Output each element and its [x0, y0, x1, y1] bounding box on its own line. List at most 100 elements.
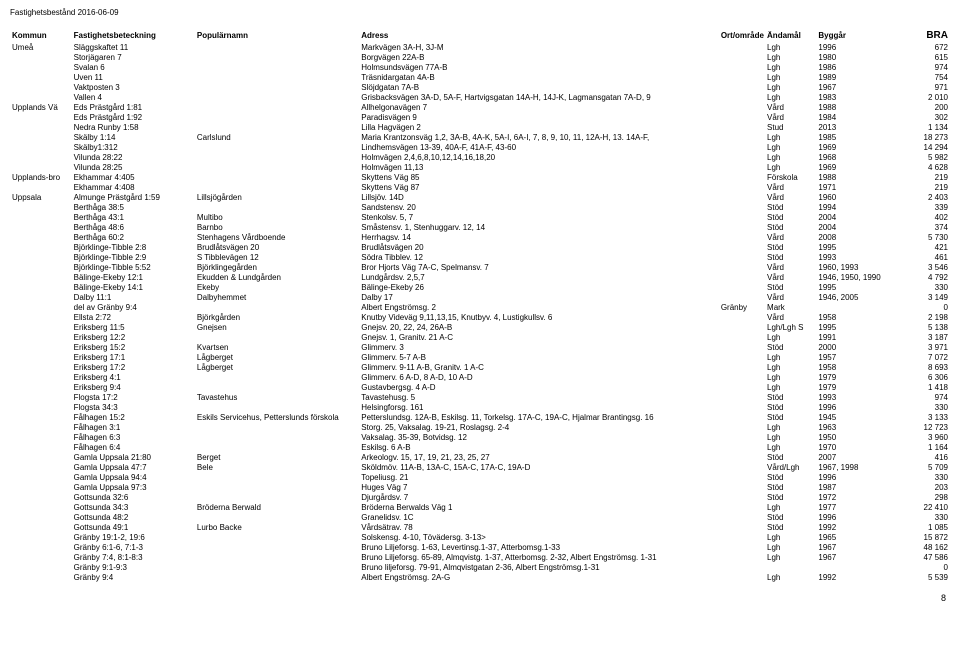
cell-ort — [719, 293, 765, 303]
property-table: Kommun Fastighetsbeteckning Populärnamn … — [10, 29, 950, 583]
cell-ort — [719, 473, 765, 483]
cell-byggar: 1960 — [816, 193, 898, 203]
cell-kommun — [10, 203, 72, 213]
cell-bra: 4 792 — [899, 273, 950, 283]
table-row: Nedra Runby 1:58Lilla Hagvägen 2Stud2013… — [10, 123, 950, 133]
table-row: Flogsta 34:3Helsingforsg. 161Stöd1996330 — [10, 403, 950, 413]
table-row: Eriksberg 11:5GnejsenGnejsv. 20, 22, 24,… — [10, 323, 950, 333]
cell-andamal: Stöd — [765, 343, 816, 353]
cell-byggar: 1988 — [816, 103, 898, 113]
cell-kommun — [10, 153, 72, 163]
cell-ort — [719, 53, 765, 63]
cell-adress: Bruno liljeforsg. 79-91, Almqvistgatan 2… — [359, 563, 719, 573]
cell-kommun — [10, 413, 72, 423]
cell-ort — [719, 533, 765, 543]
cell-popular: Barnbo — [195, 223, 359, 233]
cell-bra: 14 294 — [899, 143, 950, 153]
cell-popular — [195, 373, 359, 383]
cell-fast: Eriksberg 12:2 — [72, 333, 195, 343]
cell-byggar: 1946, 1950, 1990 — [816, 273, 898, 283]
cell-byggar — [816, 563, 898, 573]
cell-fast: Gottsunda 48:2 — [72, 513, 195, 523]
cell-kommun — [10, 263, 72, 273]
cell-kommun — [10, 93, 72, 103]
table-row: Fålhagen 6:4Eskilsg. 6 A-BLgh19701 164 — [10, 443, 950, 453]
cell-bra: 4 628 — [899, 163, 950, 173]
cell-andamal: Stöd — [765, 253, 816, 263]
cell-adress: Albert Engströmsg. 2 — [359, 303, 719, 313]
cell-ort — [719, 263, 765, 273]
cell-fast: Ellsta 2:72 — [72, 313, 195, 323]
cell-ort — [719, 553, 765, 563]
cell-fast: Gränby 9:1-9:3 — [72, 563, 195, 573]
cell-ort — [719, 253, 765, 263]
cell-andamal: Stöd — [765, 393, 816, 403]
cell-bra: 974 — [899, 393, 950, 403]
cell-kommun — [10, 133, 72, 143]
cell-fast: Dalby 11:1 — [72, 293, 195, 303]
cell-adress: Gnejsv. 20, 22, 24, 26A-B — [359, 323, 719, 333]
col-bra: BRA — [899, 29, 950, 43]
cell-ort — [719, 443, 765, 453]
cell-andamal: Lgh — [765, 83, 816, 93]
cell-kommun — [10, 533, 72, 543]
cell-byggar: 1960, 1993 — [816, 263, 898, 273]
cell-andamal: Vård — [765, 313, 816, 323]
cell-fast: Svalan 6 — [72, 63, 195, 73]
cell-adress: Tavastehusg. 5 — [359, 393, 719, 403]
table-row: Ekhammar 4:408Skyttens Väg 87Vård1971219 — [10, 183, 950, 193]
cell-andamal: Vård — [765, 193, 816, 203]
cell-ort — [719, 73, 765, 83]
cell-byggar: 1967, 1998 — [816, 463, 898, 473]
cell-andamal: Vård — [765, 273, 816, 283]
cell-adress: Bror Hjorts Väg 7A-C, Spelmansv. 7 — [359, 263, 719, 273]
cell-popular — [195, 143, 359, 153]
col-fast: Fastighetsbeteckning — [72, 29, 195, 43]
cell-andamal: Lgh — [765, 423, 816, 433]
cell-ort — [719, 563, 765, 573]
cell-fast: Ekhammar 4:405 — [72, 173, 195, 183]
cell-adress: Skyttens Väg 85 — [359, 173, 719, 183]
cell-andamal: Stöd — [765, 473, 816, 483]
table-row: Gamla Uppsala 94:4Topeliusg. 21Stöd19963… — [10, 473, 950, 483]
cell-byggar: 1967 — [816, 83, 898, 93]
cell-byggar: 1946, 2005 — [816, 293, 898, 303]
cell-fast: Vilunda 28:22 — [72, 153, 195, 163]
cell-fast: Vallen 4 — [72, 93, 195, 103]
table-row: Svalan 6Holmsundsvägen 77A-BLgh1986974 — [10, 63, 950, 73]
cell-bra: 18 273 — [899, 133, 950, 143]
cell-ort — [719, 173, 765, 183]
cell-byggar: 1968 — [816, 153, 898, 163]
cell-andamal: Lgh — [765, 363, 816, 373]
cell-ort — [719, 423, 765, 433]
cell-popular — [195, 123, 359, 133]
cell-bra: 5 138 — [899, 323, 950, 333]
col-andamal: Ändamål — [765, 29, 816, 43]
cell-bra: 219 — [899, 173, 950, 183]
col-ort: Ort/område — [719, 29, 765, 43]
cell-popular — [195, 113, 359, 123]
cell-ort — [719, 123, 765, 133]
cell-popular — [195, 483, 359, 493]
cell-bra: 5 709 — [899, 463, 950, 473]
cell-ort — [719, 373, 765, 383]
cell-adress: Holmvägen 11,13 — [359, 163, 719, 173]
cell-byggar: 1970 — [816, 443, 898, 453]
cell-popular — [195, 203, 359, 213]
cell-ort — [719, 183, 765, 193]
cell-ort — [719, 413, 765, 423]
cell-ort — [719, 163, 765, 173]
cell-adress: Solskensg. 4-10, Tövädersg. 3-13> — [359, 533, 719, 543]
table-row: Bälinge-Ekeby 14:1EkebyBälinge-Ekeby 26S… — [10, 283, 950, 293]
cell-adress: Albert Engströmsg. 2A-G — [359, 573, 719, 583]
cell-ort — [719, 353, 765, 363]
cell-popular — [195, 403, 359, 413]
cell-byggar: 1993 — [816, 393, 898, 403]
table-row: Fålhagen 6:3Vaksalag. 35-39, Botvidsg. 1… — [10, 433, 950, 443]
cell-ort — [719, 543, 765, 553]
cell-adress: Holmvägen 2,4,6,8,10,12,14,16,18,20 — [359, 153, 719, 163]
cell-fast: Eriksberg 9:4 — [72, 383, 195, 393]
cell-bra: 2 010 — [899, 93, 950, 103]
cell-kommun — [10, 233, 72, 243]
cell-fast: Björklinge-Tibble 2:8 — [72, 243, 195, 253]
